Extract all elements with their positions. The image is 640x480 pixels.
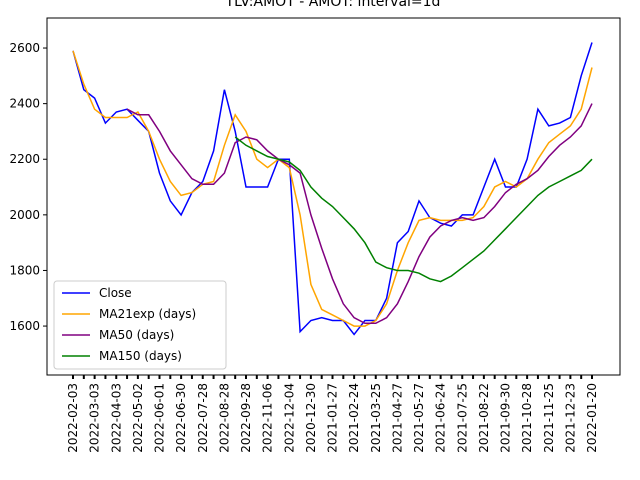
y-tick-label: 1800 xyxy=(9,263,40,277)
x-tick-label: 2022-07-28 xyxy=(196,383,210,453)
x-tick-label: 2021-12-23 xyxy=(563,383,577,453)
y-tick-label: 2200 xyxy=(9,152,40,166)
x-tick-label: 2021-08-22 xyxy=(477,383,491,453)
x-tick-label: 2022-04-03 xyxy=(109,383,123,453)
y-tick-label: 2000 xyxy=(9,208,40,222)
legend-label: MA150 (days) xyxy=(99,349,182,363)
legend-label: MA21exp (days) xyxy=(99,307,196,321)
x-tick-label: 2022-06-30 xyxy=(174,383,188,453)
series-line xyxy=(72,42,593,336)
legend-label: Close xyxy=(99,286,132,300)
x-tick-label: 2022-09-28 xyxy=(239,383,253,453)
legend-box xyxy=(53,280,227,370)
legend: Close MA21exp (days) MA50 (days) MA150 (day… xyxy=(53,280,227,370)
x-tick-label: 2022-08-28 xyxy=(217,383,231,453)
x-tick-label: 2021-11-25 xyxy=(542,383,556,453)
x-tick-label: 2021-03-25 xyxy=(369,383,383,453)
series-line xyxy=(72,50,593,327)
x-tick-label: 2021-01-27 xyxy=(326,383,340,453)
x-tick-label: 2022-11-06 xyxy=(261,383,275,453)
y-tick-label: 2400 xyxy=(9,97,40,111)
chart-title: TLV:AMOT - AMOT: interval=1d xyxy=(225,0,441,10)
x-tick-label: 2022-03-03 xyxy=(88,383,102,453)
x-tick-label: 2021-10-28 xyxy=(520,383,534,453)
x-tick-label: 2021-05-27 xyxy=(412,383,426,453)
x-tick-label: 2022-05-02 xyxy=(131,383,145,453)
x-tick-label: 2021-04-27 xyxy=(390,383,404,453)
x-tick-label: 2021-02-24 xyxy=(347,383,361,453)
legend-label: MA50 (days) xyxy=(99,328,174,342)
series-line xyxy=(126,103,593,325)
x-tick-label: 2022-06-01 xyxy=(153,383,167,453)
x-tick-label: 2022-12-04 xyxy=(282,383,296,453)
x-tick-label: 2022-01-20 xyxy=(585,383,599,453)
y-tick-label: 2600 xyxy=(9,41,40,55)
series-line xyxy=(234,136,593,283)
y-tick-label: 1600 xyxy=(9,319,40,333)
x-tick-label: 2022-02-03 xyxy=(66,383,80,453)
x-tick-label: 2020-12-30 xyxy=(304,383,318,453)
x-tick-label: 2021-09-30 xyxy=(499,383,513,453)
x-tick-label: 2021-07-25 xyxy=(455,383,469,453)
x-tick-label: 2021-06-24 xyxy=(434,383,448,453)
